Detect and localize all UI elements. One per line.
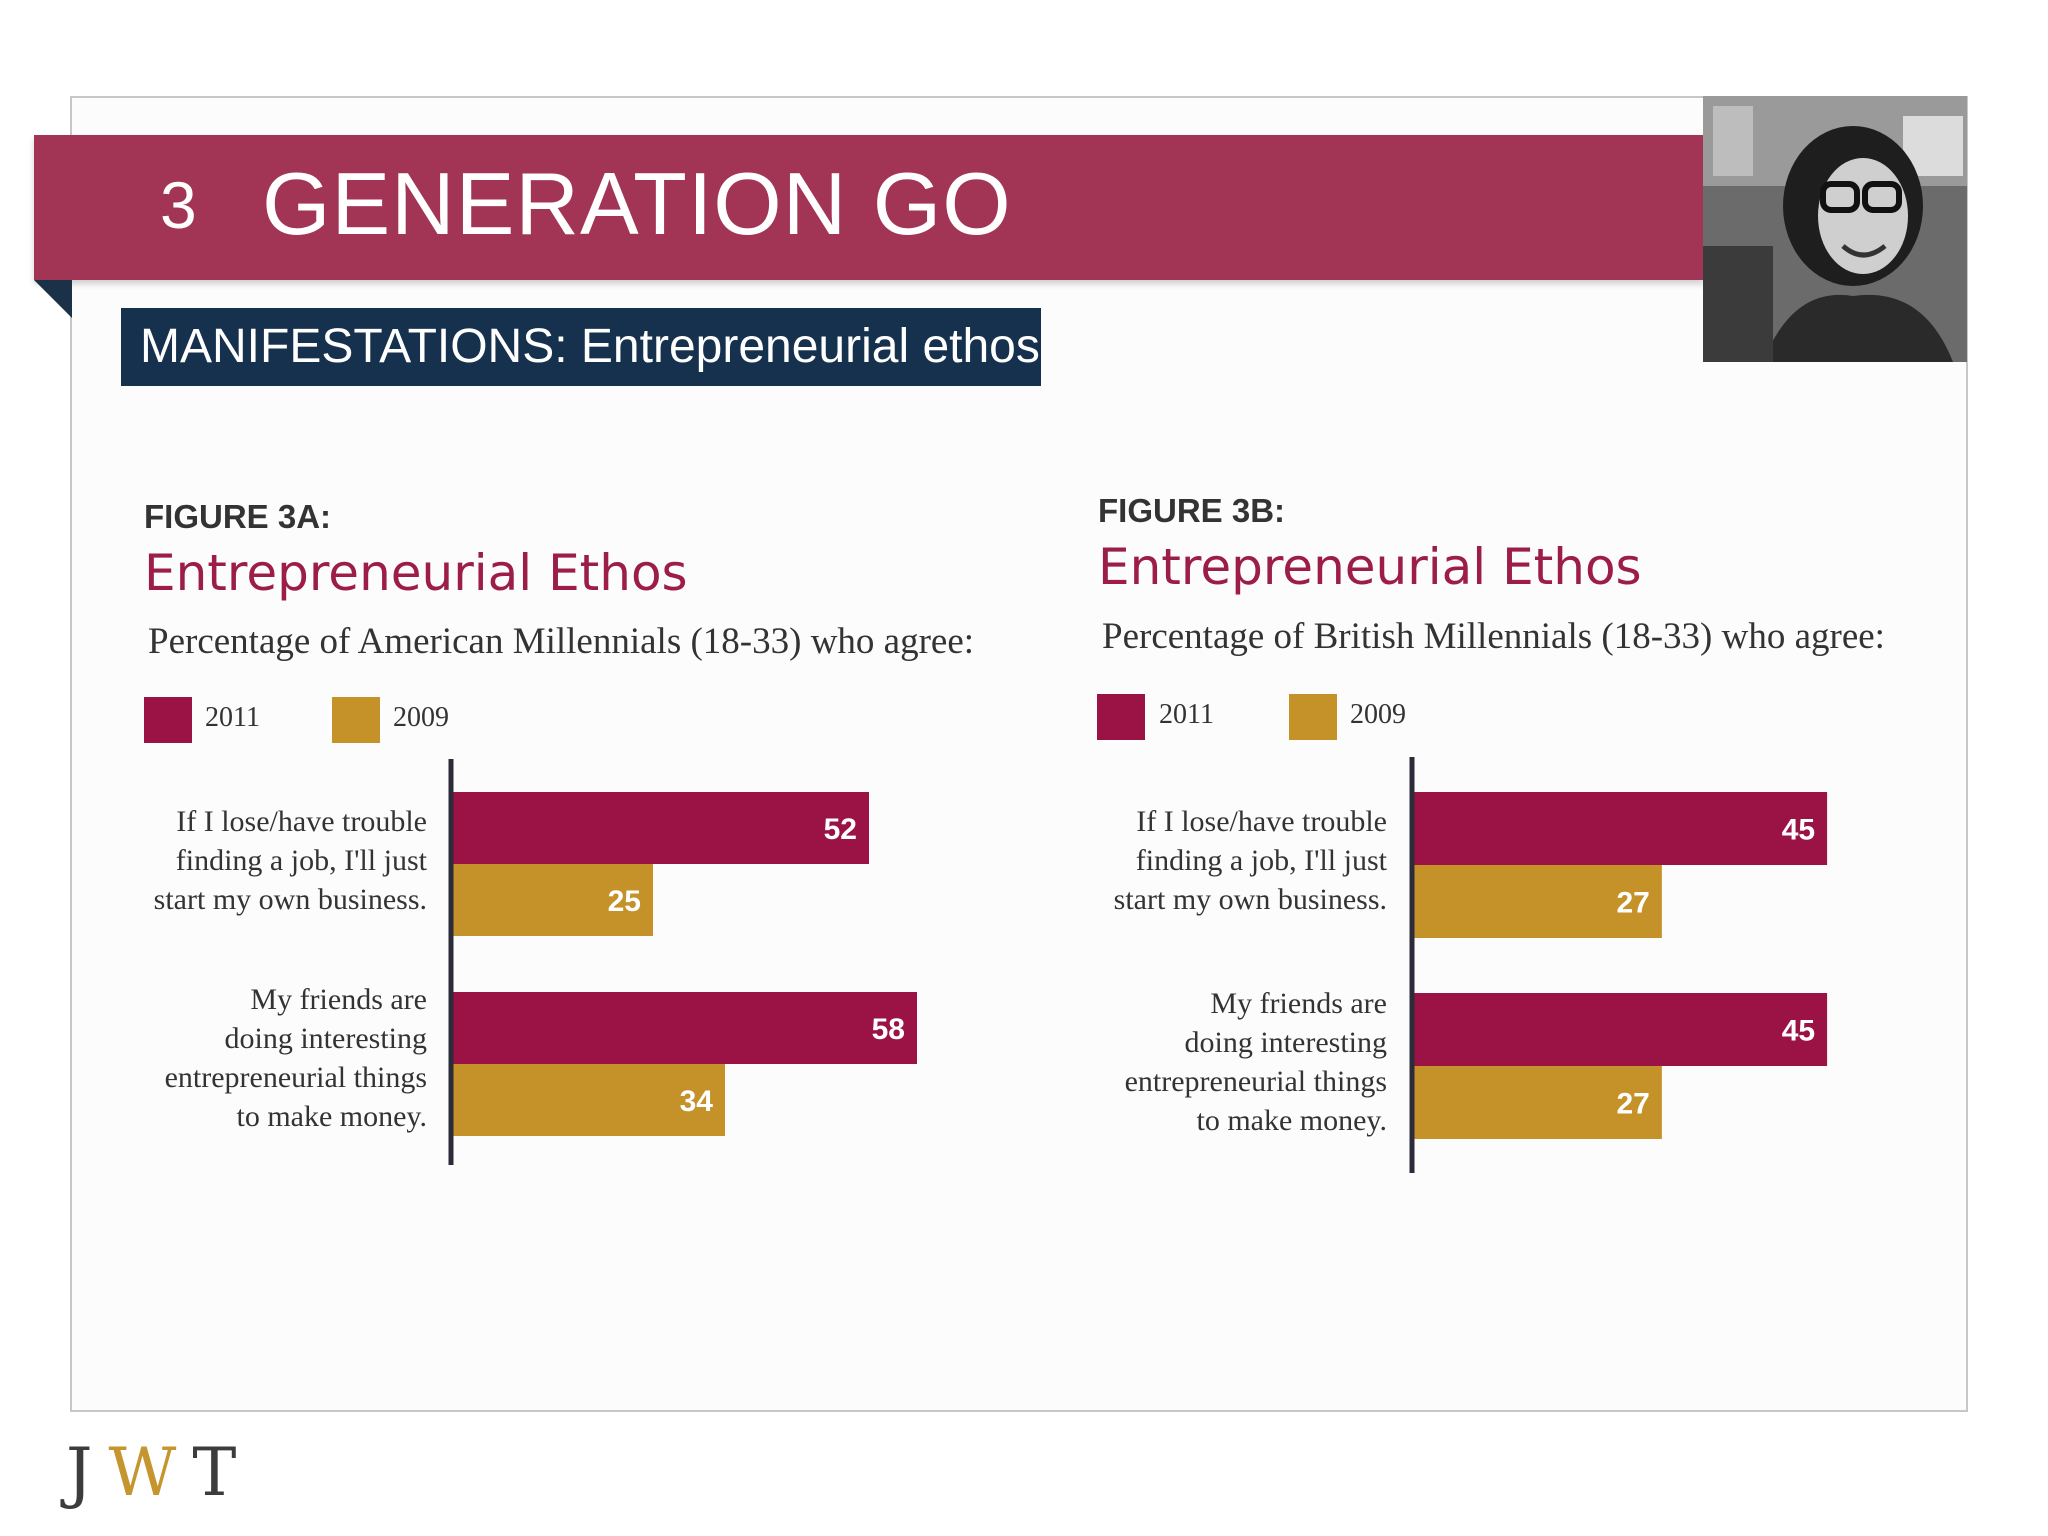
bar-2011-cat2: [453, 992, 917, 1064]
data-label-2009-cat1: 25: [608, 885, 641, 918]
figure-label: FIGURE 3B:: [1098, 492, 1286, 529]
section-number: 3: [160, 168, 197, 242]
legend-label-2011: 2011: [1159, 699, 1214, 730]
data-label-2011-cat2: 45: [1782, 1015, 1815, 1048]
bar-chart-a: 52 25 58 34: [448, 759, 917, 1165]
bar-chart-b: 45 27 45 27: [1409, 757, 1828, 1173]
bar-2009-cat2: [453, 1064, 725, 1136]
category-label: My friends are doing interesting entrepr…: [1124, 987, 1387, 1137]
subtitle-bar: [121, 308, 1041, 386]
data-label-2009-cat1: 27: [1616, 887, 1649, 920]
bar-2009-cat1: [453, 864, 653, 936]
category-label: If I lose/have trouble finding a job, I'…: [153, 805, 427, 916]
jwt-logo: JWT: [66, 1434, 253, 1511]
bar-2011-cat2: [1414, 993, 1828, 1066]
bar-2009-cat2: [1414, 1066, 1662, 1139]
figure-label: FIGURE 3A:: [144, 498, 332, 535]
bar-2011-cat1: [1414, 792, 1828, 865]
legend-label-2009: 2009: [1350, 699, 1406, 730]
figure-title: Entrepreneurial Ethos: [144, 544, 688, 602]
legend-swatch-2009: [1289, 694, 1337, 740]
data-label-2009-cat2: 27: [1616, 1088, 1649, 1121]
category-label: If I lose/have trouble finding a job, I'…: [1113, 805, 1387, 916]
bar-2011-cat1: [453, 792, 869, 864]
slide-frame: [70, 96, 1968, 1412]
banner-fold: [34, 280, 72, 318]
portrait-photo: [1703, 96, 1967, 362]
bar-2009-cat1: [1414, 865, 1662, 938]
figure-title: Entrepreneurial Ethos: [1098, 538, 1642, 596]
category-label: My friends are doing interesting entrepr…: [164, 983, 427, 1133]
section-title: GENERATION GO: [262, 154, 1012, 253]
figure-description: Percentage of American Millennials (18-3…: [148, 621, 975, 662]
legend-swatch-2009: [332, 697, 380, 743]
legend-label-2011: 2011: [205, 702, 260, 733]
legend-label-2009: 2009: [393, 702, 449, 733]
subtitle: MANIFESTATIONS: Entrepreneurial ethos: [140, 320, 1040, 373]
legend-swatch-2011: [1097, 694, 1145, 740]
title-banner: [34, 135, 1704, 280]
data-label-2011-cat1: 52: [824, 813, 857, 846]
legend-swatch-2011: [144, 697, 192, 743]
data-label-2011-cat1: 45: [1782, 814, 1815, 847]
data-label-2011-cat2: 58: [872, 1013, 905, 1046]
data-label-2009-cat2: 34: [680, 1085, 714, 1118]
figure-description: Percentage of British Millennials (18-33…: [1102, 616, 1885, 657]
